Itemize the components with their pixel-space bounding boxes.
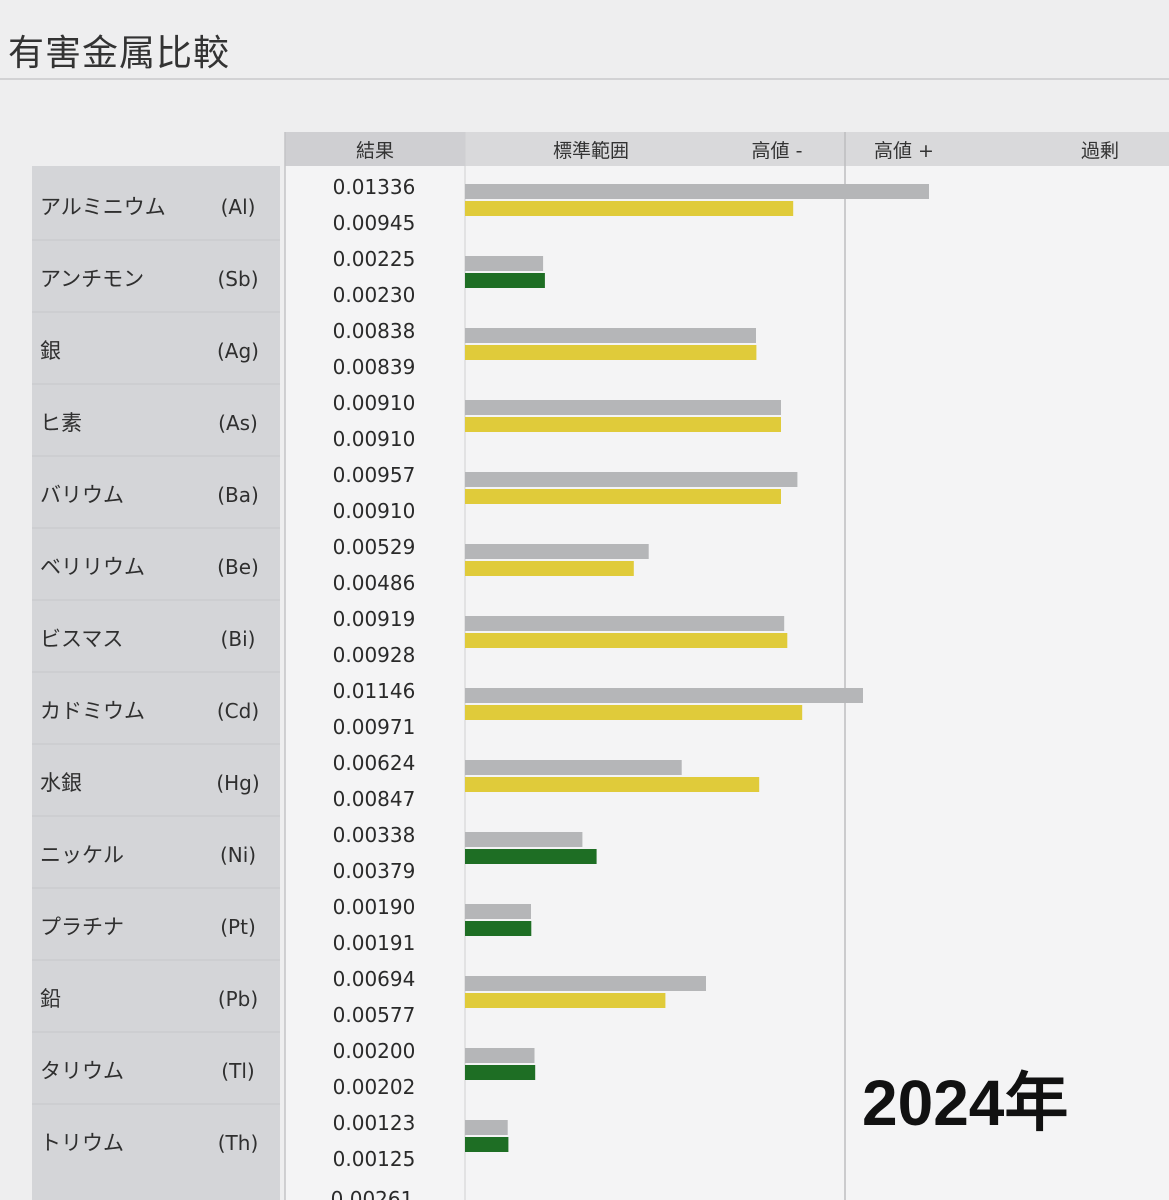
result-value: 0.00919 (333, 607, 416, 631)
metal-name: トリウム (40, 1131, 124, 1155)
metal-symbol: (As) (218, 411, 258, 435)
result-value: 0.00230 (333, 283, 416, 307)
result-value: 0.00577 (333, 1003, 416, 1027)
metal-name: 銀 (40, 339, 61, 363)
bar-first-value (465, 1048, 535, 1063)
result-value: 0.00624 (333, 751, 416, 775)
result-value: 0.00839 (333, 355, 416, 379)
result-value: 0.00971 (333, 715, 416, 739)
result-value: 0.00945 (333, 211, 416, 235)
bar-first-value (465, 256, 544, 271)
bar-first-value (465, 544, 649, 559)
bar-second-value (465, 489, 781, 504)
year-label: 2024年 (862, 1067, 1069, 1139)
result-value: 0.00910 (333, 427, 416, 451)
metal-symbol: (Pb) (218, 987, 258, 1011)
metal-symbol: (Cd) (217, 699, 259, 723)
title-divider (0, 78, 1169, 80)
bar-first-value (465, 976, 706, 991)
page-title: 有害金属比較 (8, 33, 231, 74)
result-value: 0.00225 (333, 247, 416, 271)
metal-symbol: (Pt) (220, 915, 256, 939)
metal-name: バリウム (40, 483, 124, 507)
bar-first-value (465, 760, 682, 775)
metal-name: ニッケル (40, 843, 124, 867)
bar-first-value (465, 400, 781, 415)
result-value: 0.00847 (333, 787, 416, 811)
metal-name: タリウム (40, 1059, 124, 1083)
result-value: 0.01336 (333, 175, 416, 199)
metal-name: 水銀 (40, 771, 82, 795)
metal-name: アンチモン (40, 267, 144, 291)
bar-second-value (465, 273, 545, 288)
metal-name: ベリリウム (40, 555, 145, 579)
result-value: 0.00694 (333, 967, 416, 991)
column-header-0: 結果 (356, 140, 394, 162)
result-value: 0.00379 (333, 859, 416, 883)
bar-second-value (465, 993, 666, 1008)
result-value: 0.00529 (333, 535, 416, 559)
result-value: 0.00910 (333, 391, 416, 415)
result-value: 0.01146 (333, 679, 416, 703)
plot-area-bg (285, 166, 1169, 1200)
result-value: 0.00838 (333, 319, 416, 343)
name-column-bg (32, 166, 280, 1200)
result-value: 0.00190 (333, 895, 416, 919)
bar-second-value (465, 1065, 536, 1080)
result-value: 0.00125 (333, 1147, 416, 1171)
column-header-1: 標準範囲 (553, 140, 629, 162)
column-header-2: 高値 - (752, 140, 803, 162)
bar-first-value (465, 472, 798, 487)
result-value: 0.00338 (333, 823, 416, 847)
column-header-4: 過剰 (1081, 140, 1119, 162)
bar-second-value (465, 201, 794, 216)
result-value: 0.00910 (333, 499, 416, 523)
metal-name: カドミウム (40, 699, 145, 723)
metal-name: プラチナ (40, 915, 124, 939)
result-value: 0.00957 (333, 463, 416, 487)
metal-name: ビスマス (40, 627, 123, 651)
bar-first-value (465, 184, 929, 199)
metal-name: アルミニウム (40, 195, 166, 219)
bar-second-value (465, 921, 532, 936)
bar-first-value (465, 1120, 508, 1135)
metal-symbol: (Th) (218, 1131, 259, 1155)
column-header-3: 高値 + (874, 140, 934, 162)
bar-second-value (465, 561, 634, 576)
metal-symbol: (Hg) (216, 771, 259, 795)
result-value: 0.00191 (333, 931, 416, 955)
metal-symbol: (Ni) (220, 843, 256, 867)
bar-second-value (465, 633, 788, 648)
metal-symbol: (Bi) (221, 627, 256, 651)
metal-symbol: (Al) (221, 195, 256, 219)
bar-second-value (465, 1137, 509, 1152)
result-value: 0.00200 (333, 1039, 416, 1063)
metal-name: ヒ素 (40, 411, 82, 435)
result-value: 0.00928 (333, 643, 416, 667)
bar-second-value (465, 705, 803, 720)
bar-second-value (465, 849, 597, 864)
metal-name: 鉛 (40, 987, 61, 1011)
metal-symbol: (Sb) (218, 267, 259, 291)
metal-symbol: (Ba) (217, 483, 259, 507)
metal-symbol: (Be) (217, 555, 259, 579)
result-value: 0.00202 (333, 1075, 416, 1099)
bar-second-value (465, 417, 781, 432)
metal-symbol: (Tl) (221, 1059, 254, 1083)
metal-symbol: (Ag) (217, 339, 259, 363)
bar-first-value (465, 688, 863, 703)
bar-first-value (465, 328, 756, 343)
bar-first-value (465, 616, 785, 631)
bar-first-value (465, 832, 583, 847)
partial-result-value: 0.00261 (331, 1187, 414, 1200)
bar-second-value (465, 777, 760, 792)
result-value: 0.00486 (333, 571, 416, 595)
result-header-cell (285, 132, 465, 166)
result-value: 0.00123 (333, 1111, 416, 1135)
bar-first-value (465, 904, 531, 919)
bar-second-value (465, 345, 757, 360)
